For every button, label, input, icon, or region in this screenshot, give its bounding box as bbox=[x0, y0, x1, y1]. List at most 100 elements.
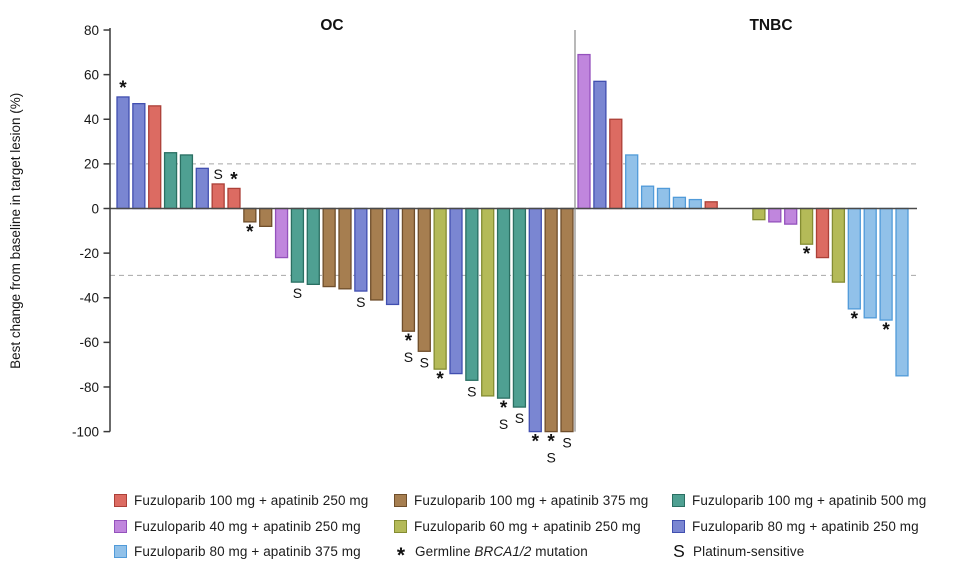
legend-column-1: Fuzuloparib 100 mg + apatinib 250 mg Fuz… bbox=[114, 488, 368, 564]
platinum-s-marker: S bbox=[562, 435, 571, 451]
bar-tnbc-12 bbox=[752, 207, 766, 221]
bar-oc-25 bbox=[496, 207, 511, 399]
bar-oc-26 bbox=[512, 207, 527, 408]
legend-label: Fuzuloparib 80 mg + apatinib 250 mg bbox=[692, 518, 919, 534]
legend-swatch-periwinkle bbox=[672, 519, 685, 533]
bar-oc-6 bbox=[195, 167, 209, 210]
bar-tnbc-7 bbox=[672, 196, 687, 210]
y-axis-tick-label: -40 bbox=[79, 291, 99, 306]
bar-tnbc-1 bbox=[577, 53, 591, 210]
legend-item-fuzuloparib60-apatinib250: Fuzuloparib 60 mg + apatinib 250 mg bbox=[394, 513, 648, 538]
platinum-s-marker: S bbox=[515, 410, 524, 426]
platinum-sensitive-marker-icon: S bbox=[673, 540, 685, 561]
platinum-s-marker: S bbox=[404, 349, 413, 365]
legend-swatch-teal bbox=[672, 494, 685, 508]
y-axis-tick-label: 40 bbox=[84, 112, 99, 127]
bar-tnbc-13 bbox=[768, 207, 782, 223]
brca-asterisk-marker: * bbox=[119, 78, 127, 99]
bar-oc-2 bbox=[132, 102, 146, 210]
bar-tnbc-9 bbox=[704, 201, 718, 210]
legend-label: Fuzuloparib 100 mg + apatinib 375 mg bbox=[414, 493, 649, 509]
bar-tnbc-5 bbox=[640, 185, 655, 210]
bar-oc-17 bbox=[370, 207, 384, 301]
legend-item-germline-brca-mutation: * Germline BRCA1/2 mutation bbox=[394, 539, 648, 568]
bar-tnbc-19 bbox=[863, 207, 877, 319]
brca-asterisk-marker: * bbox=[436, 369, 444, 390]
panel-title-oc: OC bbox=[320, 17, 343, 34]
bar-oc-15 bbox=[338, 207, 352, 290]
waterfall-chart: *S **SS*S S*S*S S* *SS***806040200-20-40-60-… bbox=[8, 17, 917, 466]
bar-tnbc-14 bbox=[784, 207, 798, 225]
legend-label: Platinum-sensitive bbox=[693, 543, 805, 559]
legend-item-fuzuloparib100-apatinib250: Fuzuloparib 100 mg + apatinib 250 mg bbox=[114, 488, 368, 513]
bar-tnbc-17 bbox=[831, 207, 846, 283]
bar-oc-14 bbox=[322, 207, 336, 288]
brca-asterisk-marker: * bbox=[882, 320, 890, 341]
legend-label: Fuzuloparib 100 mg + apatinib 500 mg bbox=[692, 493, 927, 509]
bar-tnbc-2 bbox=[593, 80, 607, 210]
y-axis-tick-label: -20 bbox=[79, 246, 99, 261]
bar-oc-8 bbox=[227, 187, 241, 210]
bar-oc-13 bbox=[306, 207, 320, 286]
platinum-s-marker: S bbox=[420, 354, 429, 370]
legend-item-fuzuloparib100-apatinib500: Fuzuloparib 100 mg + apatinib 500 mg bbox=[672, 488, 926, 513]
bar-tnbc-3 bbox=[609, 118, 623, 210]
bar-tnbc-4 bbox=[625, 154, 639, 210]
bar-oc-1 bbox=[116, 96, 130, 210]
bar-oc-3 bbox=[148, 105, 162, 210]
bar-oc-19 bbox=[401, 207, 416, 332]
legend-swatch-red bbox=[114, 494, 127, 508]
platinum-s-marker: S bbox=[546, 450, 555, 466]
legend-label: Fuzuloparib 100 mg + apatinib 250 mg bbox=[134, 493, 369, 509]
y-axis-tick-label: -80 bbox=[79, 380, 99, 395]
y-axis-tick-label: 0 bbox=[91, 201, 99, 216]
bar-tnbc-20 bbox=[879, 207, 893, 321]
bar-tnbc-16 bbox=[815, 207, 830, 259]
brca-asterisk-marker: * bbox=[246, 222, 254, 243]
panel-title-tnbc: TNBC bbox=[749, 17, 792, 34]
legend-swatch-brown bbox=[394, 494, 407, 508]
asterisk-marker-icon: * bbox=[396, 544, 406, 568]
platinum-s-marker: S bbox=[467, 383, 476, 399]
platinum-s-marker: S bbox=[499, 416, 508, 432]
bar-oc-22 bbox=[449, 207, 463, 375]
y-axis-title: Best change from baseline in target lesi… bbox=[8, 93, 23, 369]
bar-tnbc-21 bbox=[895, 207, 909, 377]
y-axis-tick-label: -60 bbox=[79, 335, 99, 350]
legend-swatch-lightblue bbox=[114, 544, 127, 558]
y-axis-tick-label: 20 bbox=[84, 157, 99, 172]
y-axis-tick-label: -100 bbox=[72, 424, 99, 439]
bar-oc-23 bbox=[465, 207, 479, 381]
bar-oc-11 bbox=[274, 207, 289, 259]
bar-oc-28 bbox=[544, 207, 558, 433]
legend-column-3: Fuzuloparib 100 mg + apatinib 500 mg Fuz… bbox=[672, 488, 926, 564]
legend-item-platinum-sensitive: S Platinum-sensitive bbox=[672, 539, 926, 564]
brca-asterisk-marker: * bbox=[230, 169, 238, 190]
brca-asterisk-marker: * bbox=[532, 432, 540, 453]
platinum-s-marker: S bbox=[356, 294, 365, 310]
bar-oc-16 bbox=[354, 207, 368, 292]
legend-column-2: Fuzuloparib 100 mg + apatinib 375 mg Fuz… bbox=[394, 488, 649, 568]
bar-oc-20 bbox=[417, 207, 431, 352]
legend-item-fuzuloparib80-apatinib375: Fuzuloparib 80 mg + apatinib 375 mg bbox=[114, 539, 368, 564]
platinum-s-marker: S bbox=[293, 285, 302, 301]
legend-item-fuzuloparib80-apatinib250: Fuzuloparib 80 mg + apatinib 250 mg bbox=[672, 513, 926, 538]
bar-oc-29 bbox=[560, 207, 574, 433]
bar-oc-4 bbox=[163, 152, 178, 210]
brca-asterisk-marker: * bbox=[547, 432, 555, 453]
bar-oc-12 bbox=[290, 207, 305, 283]
brca-asterisk-marker: * bbox=[500, 398, 508, 419]
legend-label: Fuzuloparib 60 mg + apatinib 250 mg bbox=[414, 518, 641, 534]
bar-oc-5 bbox=[179, 154, 194, 210]
bar-tnbc-8 bbox=[688, 198, 702, 210]
bar-oc-10 bbox=[259, 207, 273, 227]
brca-asterisk-marker: * bbox=[851, 309, 859, 330]
brca-asterisk-marker: * bbox=[405, 331, 413, 352]
legend: Fuzuloparib 100 mg + apatinib 250 mg Fuz… bbox=[0, 488, 976, 573]
bar-oc-27 bbox=[528, 207, 542, 433]
legend-swatch-purple bbox=[114, 519, 127, 533]
legend-item-fuzuloparib40-apatinib250: Fuzuloparib 40 mg + apatinib 250 mg bbox=[114, 513, 368, 538]
platinum-s-marker: S bbox=[213, 166, 222, 182]
bar-oc-18 bbox=[385, 207, 400, 306]
